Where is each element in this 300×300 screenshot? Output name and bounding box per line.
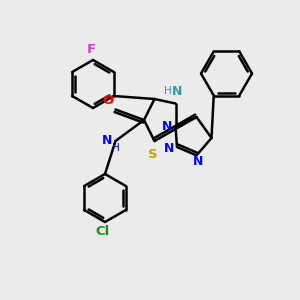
Text: N: N [172, 85, 182, 98]
Text: N: N [193, 155, 203, 169]
Text: F: F [87, 44, 96, 56]
Text: H: H [164, 86, 172, 96]
Text: S: S [148, 148, 158, 160]
Text: H: H [112, 142, 120, 153]
Text: N: N [164, 142, 174, 155]
Text: N: N [162, 120, 172, 133]
Text: N: N [102, 134, 112, 147]
Text: Cl: Cl [95, 225, 109, 238]
Text: O: O [102, 94, 114, 106]
